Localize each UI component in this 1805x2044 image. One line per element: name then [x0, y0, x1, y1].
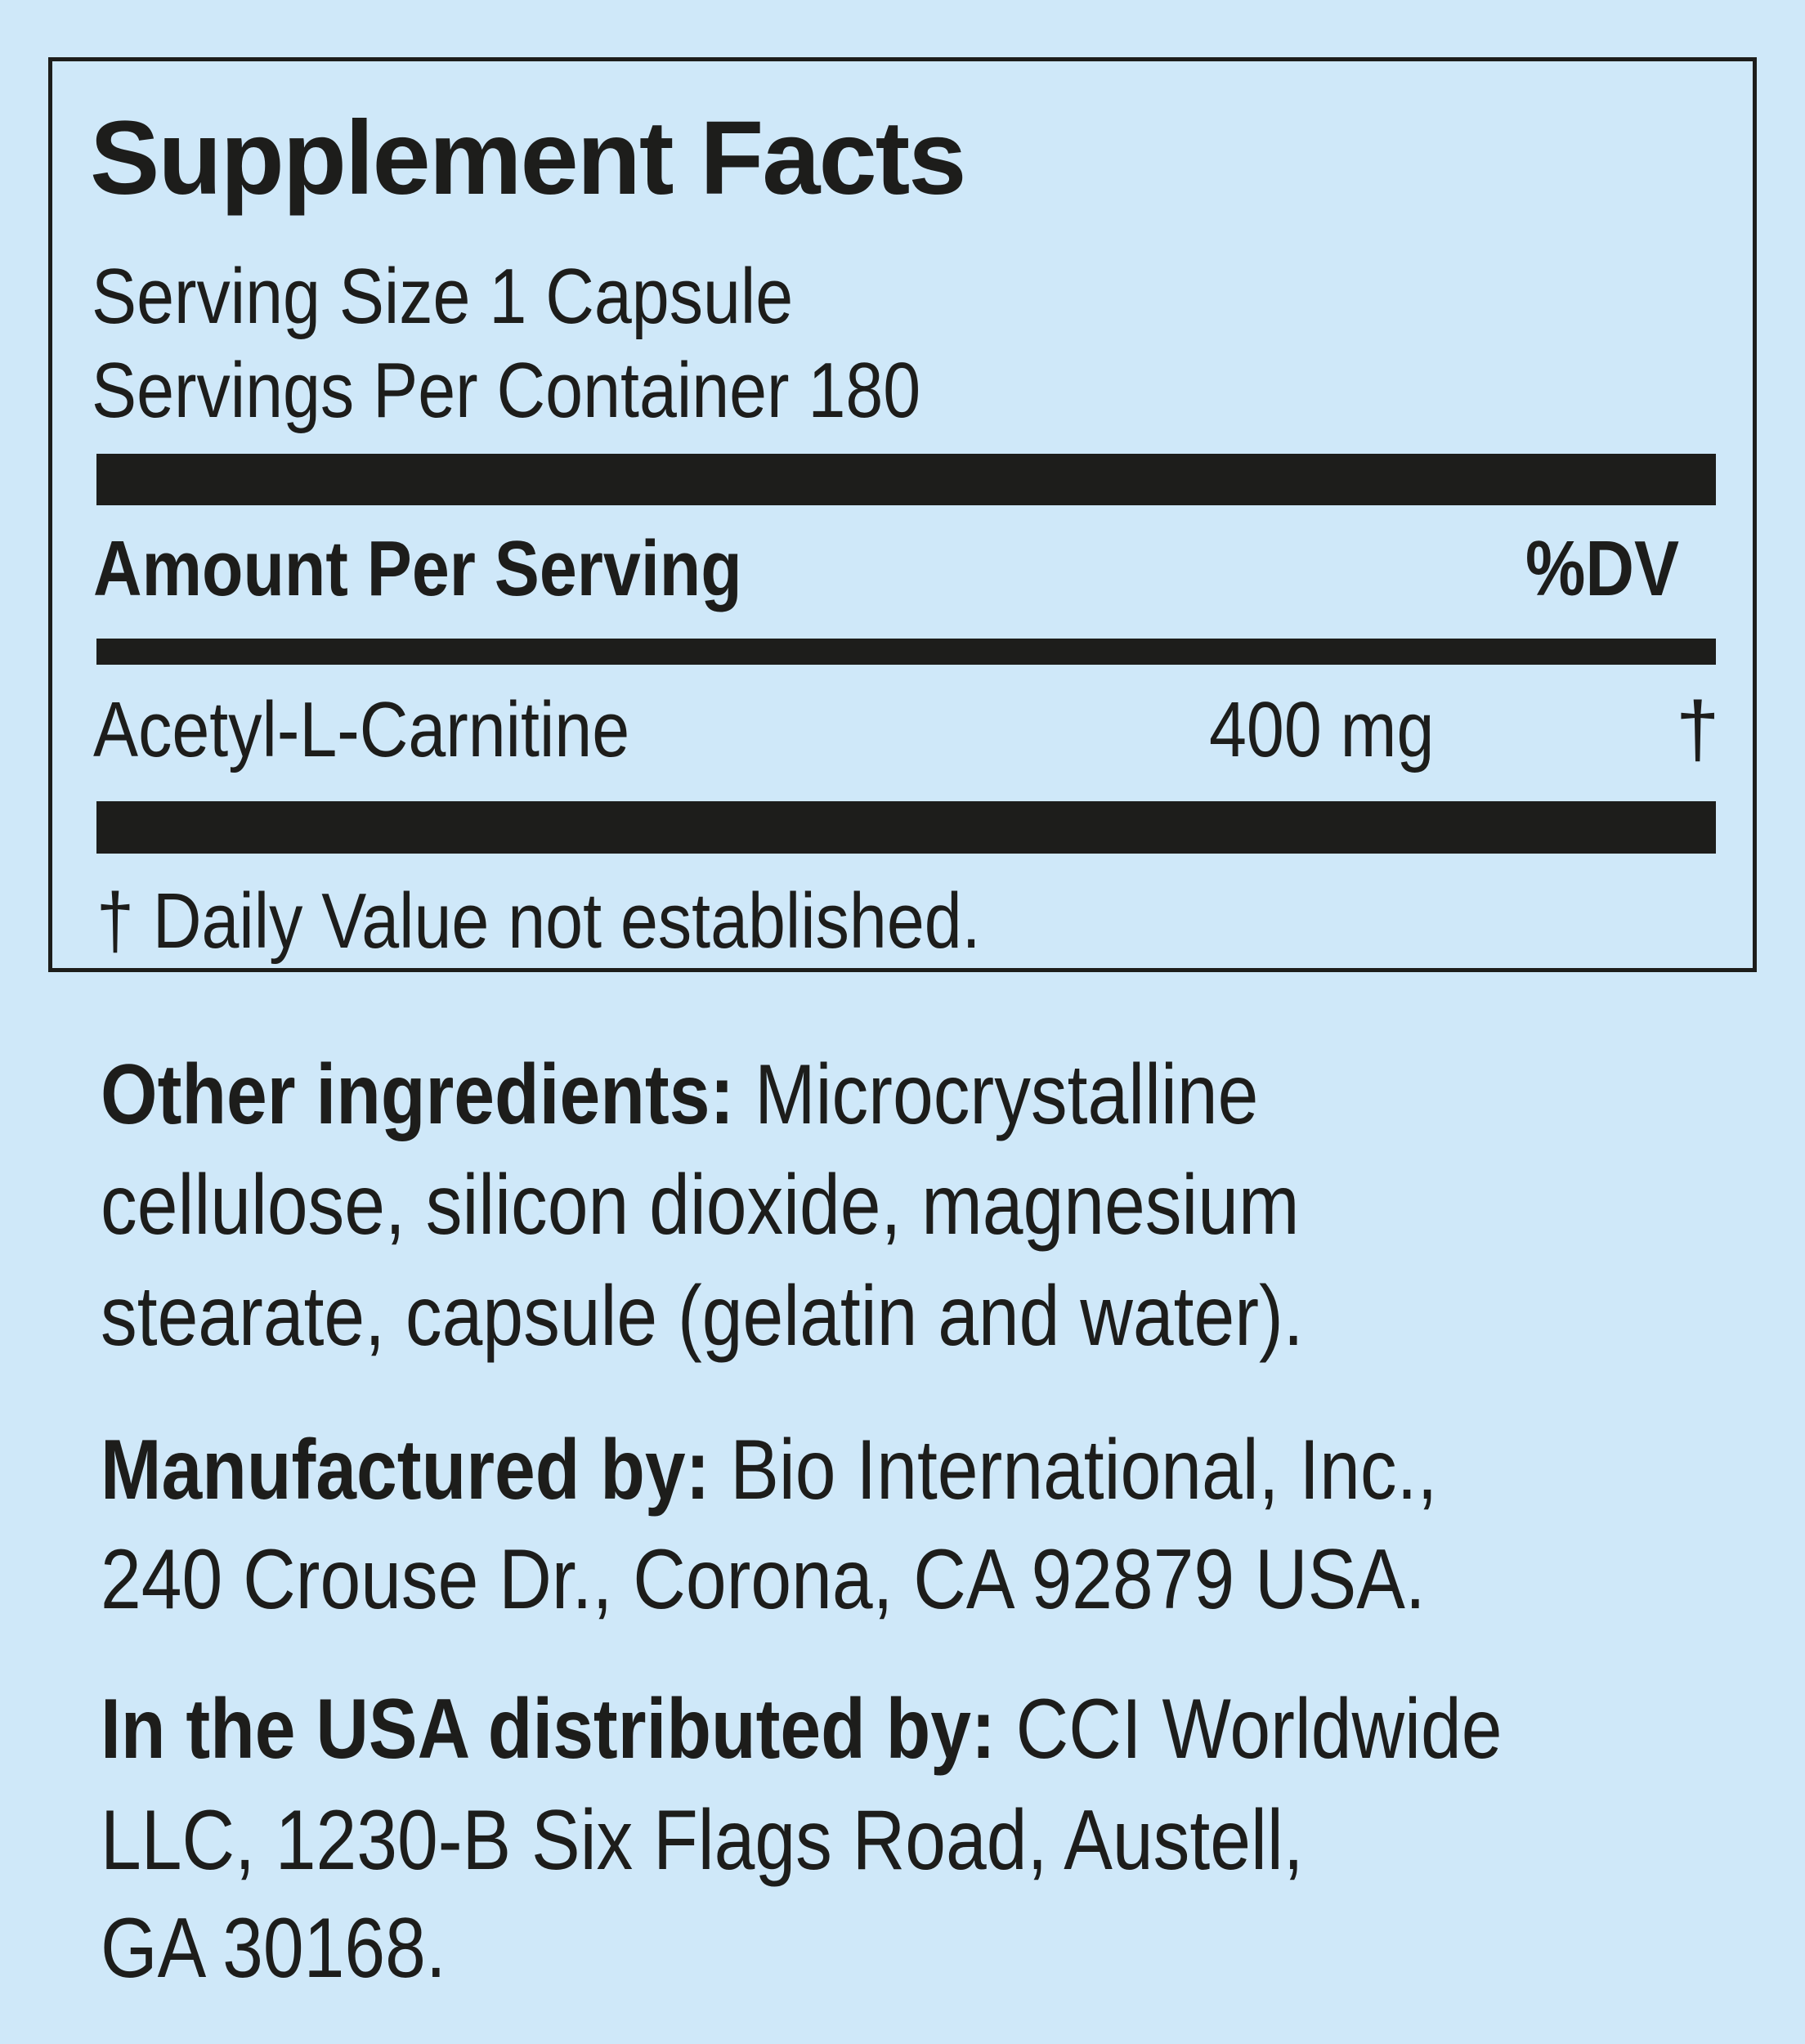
ingredient-name: Acetyl-L-Carnitine — [93, 686, 630, 773]
other-ingredients-line: cellulose, silicon dioxide, magnesium — [101, 1158, 1300, 1253]
other-ingredients-text: Microcrystalline — [734, 1047, 1259, 1142]
dv-header: %DV — [1525, 525, 1680, 612]
servings-per-container: Servings Per Container 180 — [92, 347, 921, 434]
other-ingredients-line: stearate, capsule (gelatin and water). — [101, 1269, 1304, 1364]
panel-title: Supplement Facts — [90, 100, 966, 217]
manufacturer-text: Bio International, Inc., — [710, 1423, 1438, 1517]
ingredient-dv: † — [1676, 686, 1720, 773]
supplement-facts-panel — [48, 57, 1757, 972]
distributor-address: LLC, 1230-B Six Flags Road, Austell, — [101, 1793, 1304, 1888]
footnote: † Daily Value not established. — [96, 877, 981, 965]
manufacturer-address: 240 Crouse Dr., Corona, CA 92879 USA. — [101, 1532, 1426, 1627]
other-ingredients: Other ingredients: Microcrystalline — [101, 1052, 1258, 1137]
distributor: In the USA distributed by: CCI Worldwide — [101, 1687, 1502, 1772]
divider-thick — [96, 454, 1716, 505]
distributor-text: CCI Worldwide — [995, 1682, 1503, 1777]
distributor-address: GA 30168. — [101, 1901, 446, 1996]
other-ingredients-label: Other ingredients: — [101, 1047, 735, 1142]
ingredient-amount: 400 mg — [1209, 686, 1435, 773]
divider-thick — [96, 801, 1716, 854]
divider-medium — [96, 639, 1716, 665]
serving-size: Serving Size 1 Capsule — [92, 253, 794, 340]
manufacturer: Manufactured by: Bio International, Inc.… — [101, 1428, 1437, 1513]
amount-per-serving-header: Amount Per Serving — [93, 525, 742, 612]
manufacturer-label: Manufactured by: — [101, 1423, 710, 1517]
distributor-label: In the USA distributed by: — [101, 1682, 996, 1777]
